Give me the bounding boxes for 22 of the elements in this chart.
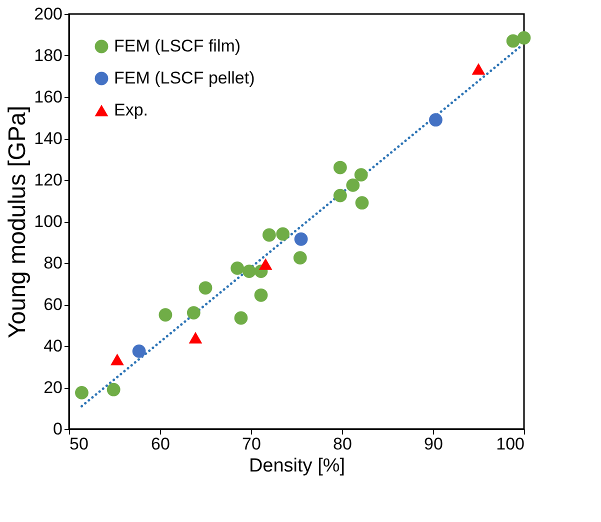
x-axis-title: Density [%]	[248, 456, 346, 476]
y-tick-label: 60	[44, 295, 62, 314]
y-tick-label: 100	[34, 212, 62, 231]
x-tick-label: 60	[151, 434, 170, 454]
y-tick-label: 120	[34, 170, 62, 190]
x-tick-label: 70	[242, 434, 261, 454]
y-tick-label: 20	[44, 378, 62, 397]
x-tick-label: 80	[333, 434, 352, 454]
y-tick-label: 0	[53, 420, 62, 438]
legend-label: Exp.	[114, 100, 148, 120]
x-tick-label: 50	[70, 434, 88, 454]
y-tick-label: 160	[34, 88, 62, 106]
y-tick-label: 200	[34, 4, 62, 24]
legend-label: FEM (LSCF film)	[114, 36, 241, 56]
y-tick-label: 80	[44, 254, 62, 272]
y-tick-label: 180	[34, 46, 62, 65]
y-tick-label: 140	[34, 129, 62, 148]
y-axis-title: Young modulus [GPa]	[4, 106, 32, 338]
y-tick-label: 40	[44, 336, 62, 356]
x-tick-label: 100	[496, 434, 524, 454]
legend-label: FEM (LSCF pellet)	[114, 68, 255, 88]
x-tick-label: 90	[424, 434, 443, 454]
